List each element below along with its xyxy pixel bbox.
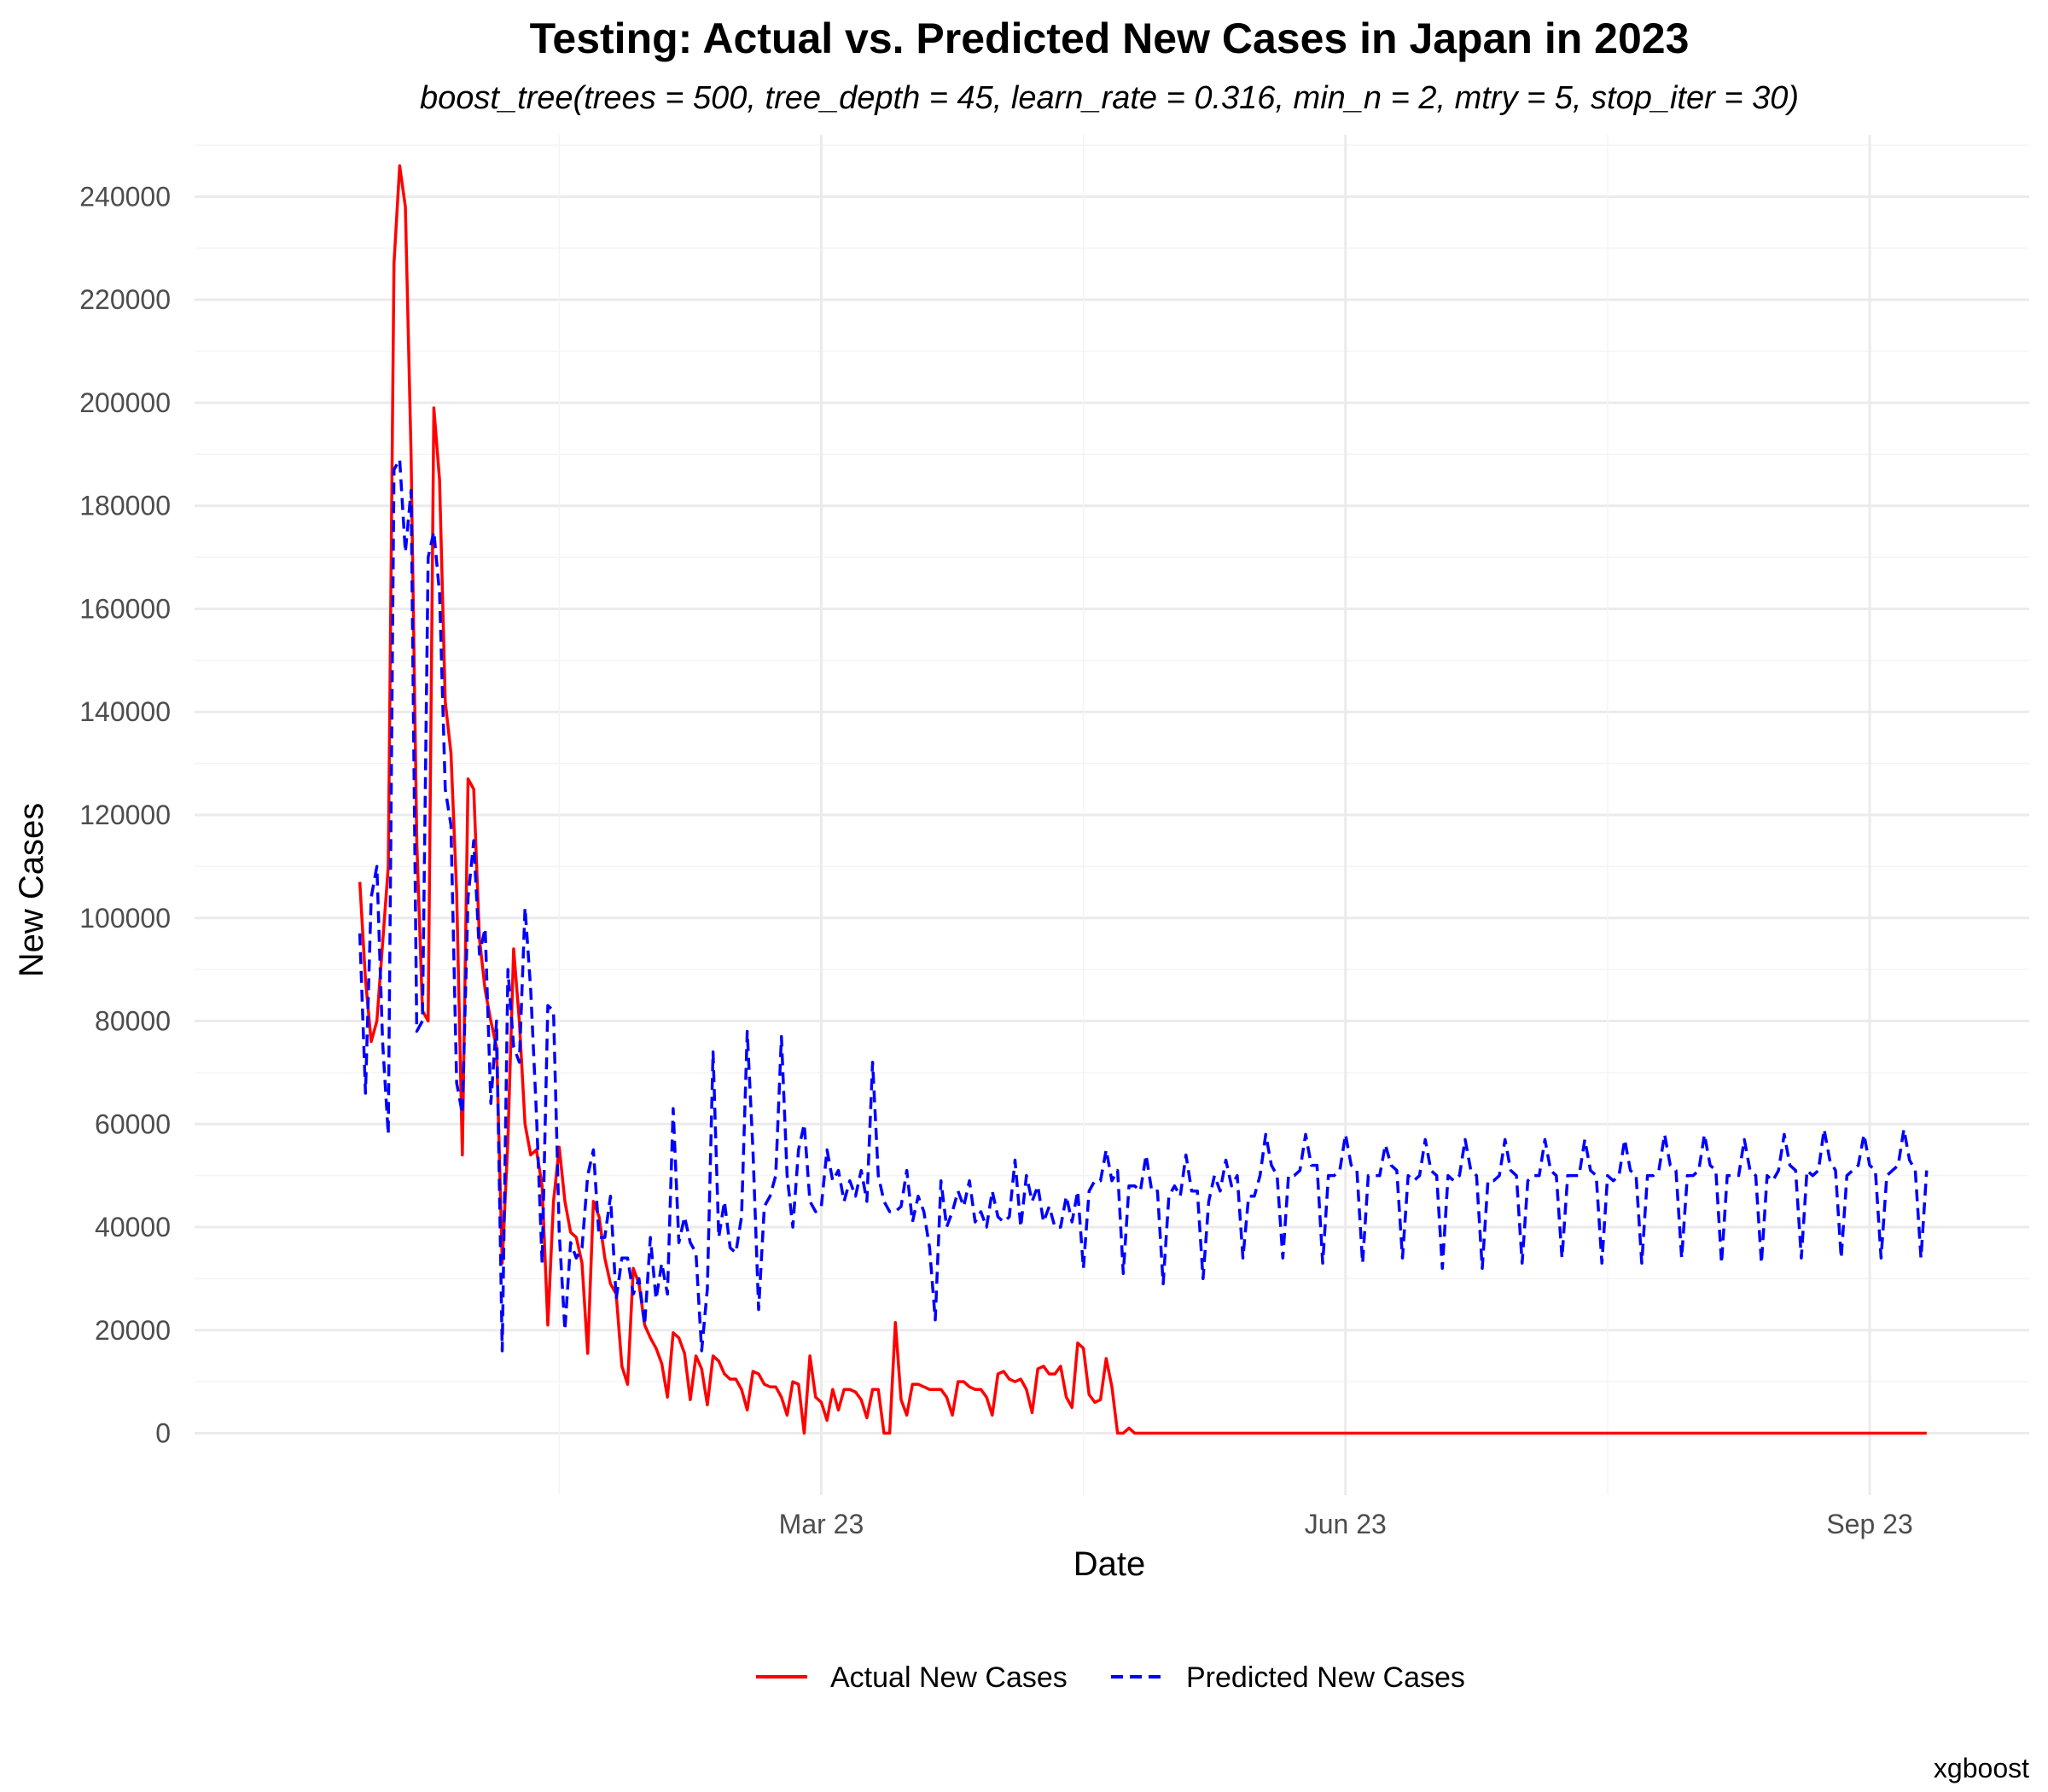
x-tick-label: Jun 23 [1305, 1509, 1387, 1539]
y-axis-title: New Cases [13, 803, 50, 978]
legend-label-actual: Actual New Cases [830, 1661, 1068, 1694]
y-tick-label: 80000 [95, 1006, 171, 1037]
x-tick-label: Mar 23 [779, 1509, 864, 1539]
y-tick-label: 120000 [79, 800, 171, 830]
y-tick-label: 40000 [95, 1212, 171, 1242]
x-tick-label: Sep 23 [1826, 1509, 1912, 1539]
y-tick-label: 140000 [79, 696, 171, 727]
legend: Actual New Cases Predicted New Cases [756, 1661, 1465, 1694]
y-tick-label: 60000 [95, 1108, 171, 1139]
chart-subtitle: boost_tree(trees = 500, tree_depth = 45,… [420, 80, 1799, 116]
x-axis-tick-labels: Mar 23 Jun 23 Sep 23 [779, 1509, 1913, 1539]
y-tick-label: 200000 [79, 387, 171, 418]
y-tick-label: 220000 [79, 284, 171, 315]
series-line-predicted [358, 457, 1929, 1353]
series-lines [358, 164, 1929, 1435]
y-tick-label: 240000 [79, 181, 171, 212]
y-axis-tick-labels: 0 20000 40000 60000 80000 100000 120000 140000 1… [79, 181, 171, 1448]
y-tick-label: 20000 [95, 1315, 171, 1346]
x-axis-title: Date [1073, 1545, 1146, 1583]
y-tick-label: 0 [155, 1418, 171, 1449]
series-line-actual [358, 164, 1927, 1435]
chart-title: Testing: Actual vs. Predicted New Cases … [530, 15, 1690, 62]
y-tick-label: 160000 [79, 593, 171, 624]
y-tick-label: 180000 [79, 491, 171, 521]
y-tick-label: 100000 [79, 903, 171, 934]
chart-caption: xgboost [1934, 1753, 2029, 1783]
legend-label-predicted: Predicted New Cases [1186, 1661, 1465, 1694]
